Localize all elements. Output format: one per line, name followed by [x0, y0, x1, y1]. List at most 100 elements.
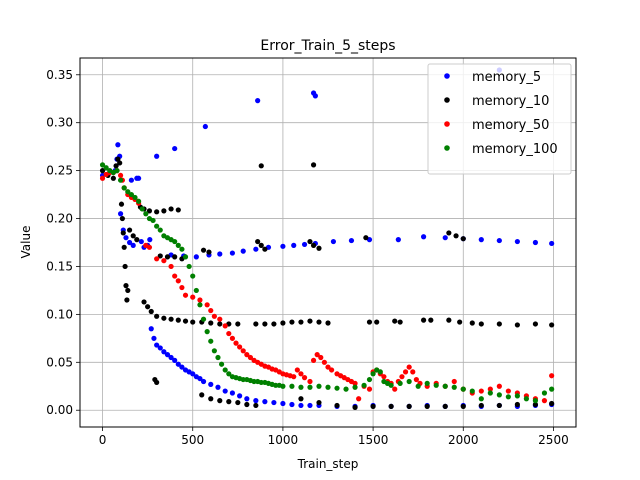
- data-point: [175, 242, 181, 248]
- data-point: [469, 320, 475, 326]
- data-point: [130, 233, 136, 239]
- data-point: [128, 191, 135, 198]
- data-point: [334, 402, 340, 409]
- data-point: [392, 386, 398, 392]
- data-point: [298, 371, 304, 377]
- data-point: [110, 175, 116, 181]
- data-point: [451, 378, 457, 385]
- x-tick-label: 2500: [538, 433, 569, 447]
- data-point: [200, 316, 207, 322]
- data-point: [262, 399, 268, 405]
- data-point: [244, 352, 250, 358]
- data-point: [123, 235, 129, 241]
- data-point: [199, 392, 205, 398]
- legend-marker: [444, 97, 450, 103]
- data-point: [226, 399, 232, 405]
- data-point: [428, 317, 434, 323]
- data-point: [424, 403, 430, 409]
- data-point: [451, 384, 457, 390]
- data-point: [253, 246, 259, 252]
- data-point: [310, 357, 317, 363]
- data-point: [113, 163, 119, 169]
- data-point: [363, 235, 369, 241]
- data-point: [103, 165, 109, 171]
- data-point: [478, 321, 484, 327]
- data-point: [352, 404, 358, 410]
- data-point: [310, 242, 317, 248]
- data-point: [200, 378, 207, 385]
- data-point: [226, 330, 232, 337]
- data-point: [370, 371, 376, 377]
- data-point: [334, 385, 340, 391]
- data-point: [291, 374, 297, 380]
- data-point: [352, 380, 358, 386]
- data-point: [154, 223, 160, 229]
- data-point: [514, 401, 520, 408]
- data-point: [446, 230, 452, 236]
- data-point: [356, 396, 362, 402]
- data-point: [229, 390, 236, 396]
- data-point: [294, 367, 300, 373]
- data-point: [307, 318, 313, 324]
- legend-marker: [444, 145, 450, 151]
- data-point: [298, 384, 304, 390]
- data-point: [280, 243, 286, 249]
- data-point: [172, 145, 178, 152]
- data-point: [145, 304, 151, 310]
- chart-title: Error_Train_5_steps: [260, 38, 395, 54]
- data-point: [280, 400, 286, 407]
- data-point: [218, 361, 225, 367]
- legend-marker: [444, 121, 450, 127]
- data-point: [99, 168, 106, 174]
- data-point: [377, 369, 383, 375]
- data-point: [446, 317, 452, 323]
- y-axis-label: Value: [19, 226, 33, 259]
- data-point: [370, 403, 376, 409]
- data-point: [172, 238, 178, 245]
- data-point: [442, 403, 448, 409]
- data-point: [164, 352, 171, 358]
- data-point: [117, 177, 124, 183]
- data-point: [549, 373, 555, 379]
- data-point: [190, 371, 196, 377]
- data-point: [247, 354, 254, 361]
- data-point: [168, 316, 174, 322]
- data-point: [168, 354, 174, 361]
- data-point: [496, 402, 502, 409]
- data-point: [307, 402, 313, 409]
- data-point: [211, 348, 217, 354]
- data-point: [420, 234, 427, 240]
- data-point: [179, 246, 185, 252]
- data-point: [399, 374, 405, 380]
- data-point: [415, 383, 421, 389]
- data-point: [208, 307, 214, 314]
- legend-label: memory_50: [472, 118, 549, 133]
- data-point: [532, 401, 539, 408]
- data-point: [541, 390, 548, 396]
- data-point: [175, 361, 181, 367]
- data-point: [478, 237, 484, 243]
- data-point: [298, 319, 304, 325]
- data-point: [222, 367, 228, 373]
- data-point: [124, 297, 130, 303]
- data-point: [240, 376, 246, 383]
- data-point: [172, 357, 178, 363]
- data-point: [406, 364, 412, 370]
- data-point: [182, 292, 189, 298]
- data-point: [134, 237, 140, 243]
- data-point: [193, 254, 199, 260]
- data-point: [442, 235, 448, 241]
- data-point: [154, 153, 160, 159]
- data-point: [244, 396, 250, 402]
- data-point: [487, 386, 493, 392]
- y-tick-label: 0.20: [46, 212, 73, 226]
- legend-label: memory_10: [472, 94, 549, 109]
- data-point: [151, 335, 157, 341]
- data-point: [460, 403, 466, 409]
- data-point: [258, 163, 264, 169]
- data-point: [132, 194, 138, 201]
- data-point: [130, 242, 136, 248]
- data-point: [154, 342, 160, 348]
- y-tick-label: 0.10: [46, 307, 73, 321]
- data-point: [549, 400, 555, 407]
